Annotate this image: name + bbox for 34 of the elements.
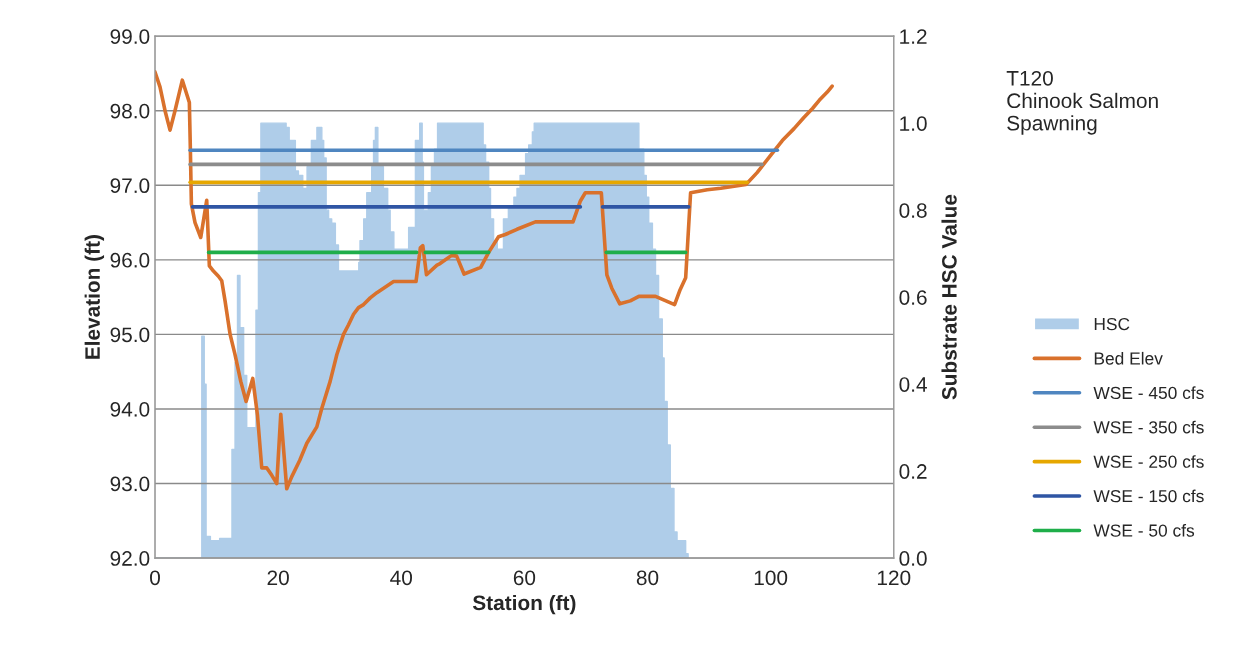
legend-label: HSC	[1094, 317, 1130, 331]
text: T120 Chinook Salmon Spawning	[1006, 70, 1158, 135]
legend-label: WSE - 50 cfs	[1093, 523, 1195, 537]
x-tick-label: 80	[636, 570, 659, 586]
y2-tick-label: 0.8	[899, 203, 927, 218]
y2-tick-label: 0.4	[899, 377, 927, 392]
legend-label: Bed Elev	[1094, 351, 1163, 365]
y-tick-label: 95.0	[110, 327, 150, 343]
x-tick-label: 0	[150, 570, 160, 586]
y-tick-label: 92.0	[110, 551, 150, 566]
y2-tick-label: 0.2	[899, 464, 927, 479]
x-axis-title: Station (ft)	[472, 594, 576, 615]
x-tick-label: 60	[513, 570, 536, 586]
y-tick-label: 93.0	[110, 476, 150, 492]
x-tick-label: 100	[754, 570, 788, 586]
x-tick-label: 40	[390, 570, 413, 586]
y-tick-label: 96.0	[110, 252, 150, 268]
y2-tick-label: 0.6	[899, 290, 927, 305]
y2-axis-title: Substrate HSC Value	[941, 194, 957, 400]
legend-label: WSE - 250 cfs	[1093, 455, 1204, 468]
y-tick-label: 94.0	[110, 401, 150, 417]
y-tick-label: 99.0	[110, 29, 150, 44]
line-series	[155, 70, 834, 491]
legend-label: WSE - 350 cfs	[1093, 420, 1204, 434]
x-tick-label: 20	[267, 570, 289, 586]
x-tick-label: 120	[877, 570, 911, 586]
y-tick-label: 98.0	[110, 103, 150, 119]
y-axis-title: Elevation (ft)	[84, 235, 105, 359]
y2-tick-label: 1.2	[900, 29, 927, 44]
legend-label: WSE - 450 cfs	[1093, 386, 1204, 400]
y2-tick-label: 0.0	[899, 551, 927, 566]
y-tick-label: 97.0	[110, 178, 150, 194]
y2-tick-label: 1.0	[900, 116, 927, 131]
legend-label: WSE - 150 cfs	[1093, 489, 1204, 503]
